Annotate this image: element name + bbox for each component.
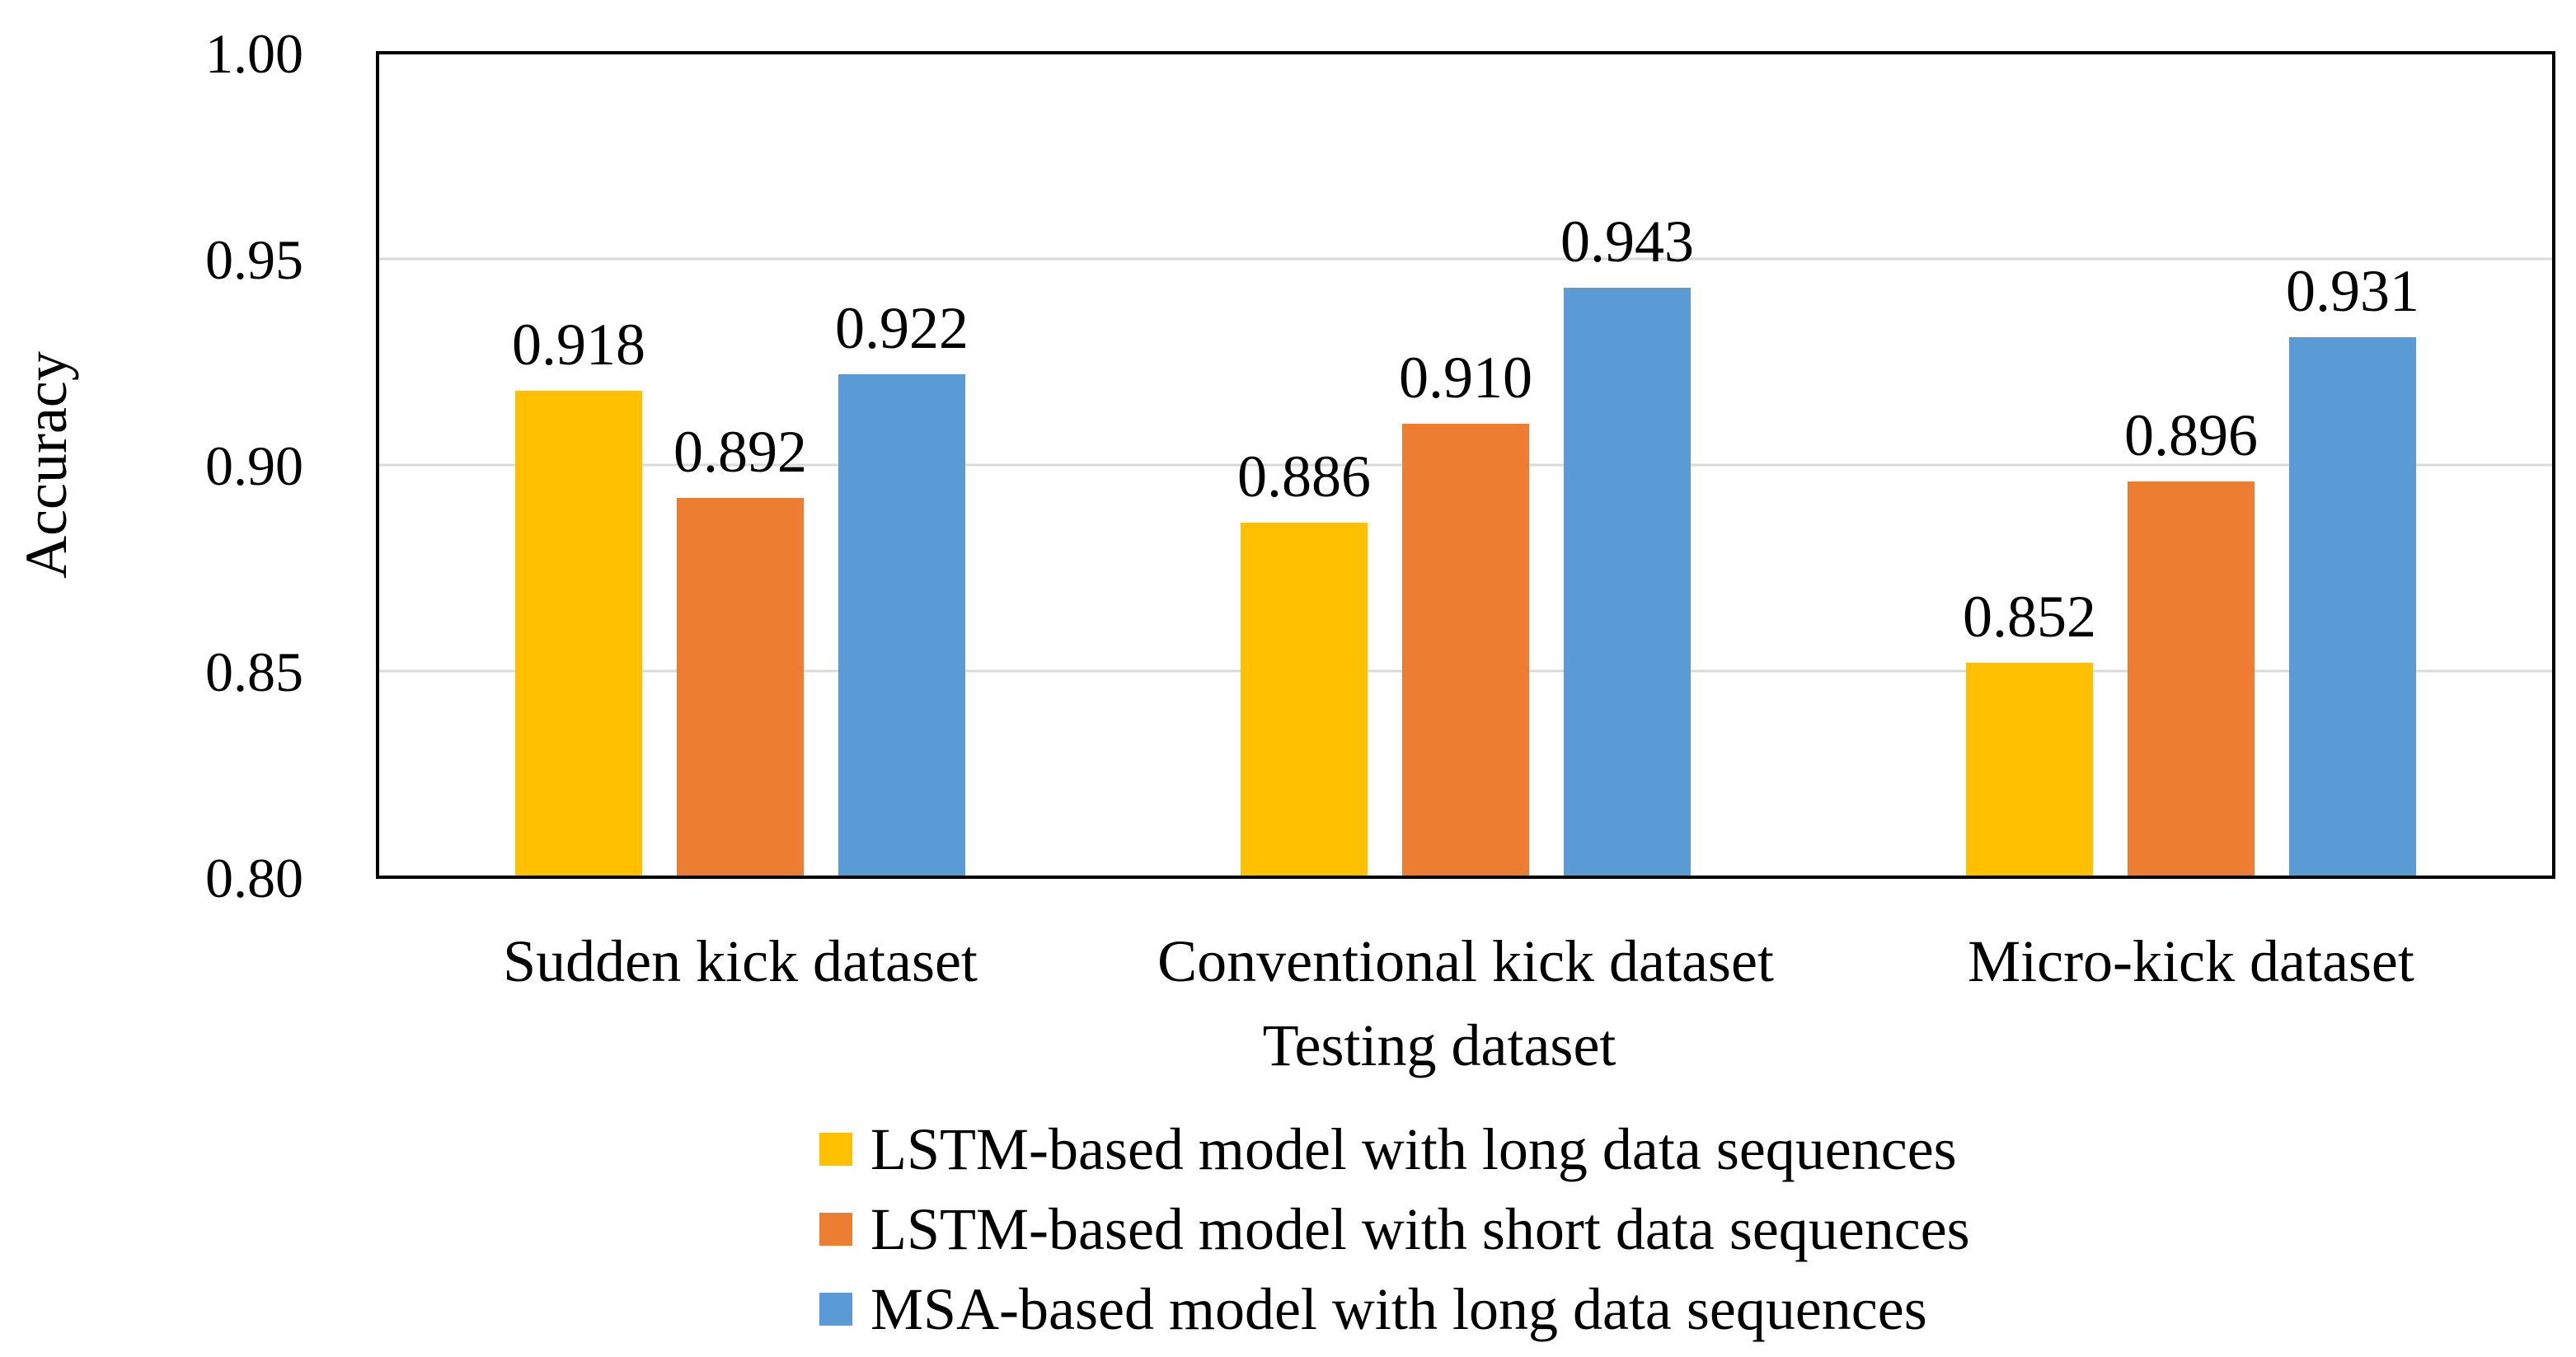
- bar: [677, 498, 804, 877]
- category-label: Conventional kick dataset: [1157, 928, 1774, 994]
- bar: [838, 374, 965, 877]
- bar: [1966, 663, 2093, 877]
- data-label: 0.910: [1399, 345, 1532, 411]
- category-label: Sudden kick dataset: [503, 928, 978, 994]
- y-tick-label: 0.85: [205, 641, 303, 703]
- data-labels: 0.918 0.892 0.922 0.886 0.910 0.943 0.852 0.896…: [512, 209, 2419, 650]
- bar: [2128, 481, 2255, 877]
- y-tick-label: 0.90: [205, 434, 303, 497]
- data-label: 0.943: [1560, 209, 1694, 275]
- bar: [515, 391, 642, 877]
- data-label: 0.931: [2286, 258, 2419, 324]
- y-tick-label: 0.95: [205, 228, 303, 291]
- bar: [2289, 337, 2416, 877]
- y-axis-ticks: 0.80 0.85 0.90 0.95 1.00: [205, 22, 303, 909]
- y-axis-title: Accuracy: [13, 351, 79, 579]
- data-label: 0.852: [1963, 584, 2096, 650]
- y-tick-label: 0.80: [205, 847, 303, 909]
- data-label: 0.896: [2124, 402, 2258, 468]
- legend-label: LSTM-based model with short data sequenc…: [870, 1196, 1970, 1262]
- category-label: Micro-kick dataset: [1968, 928, 2414, 994]
- data-label: 0.918: [512, 312, 645, 378]
- legend-label: MSA-based model with long data sequences: [870, 1276, 1927, 1342]
- legend-swatch: [819, 1293, 852, 1326]
- x-axis-categories: Sudden kick dataset Conventional kick dat…: [503, 928, 2414, 994]
- legend: LSTM-based model with long data sequence…: [819, 1116, 1970, 1342]
- data-label: 0.892: [673, 419, 807, 485]
- legend-swatch: [819, 1213, 852, 1246]
- bar: [1241, 523, 1368, 877]
- plot-frame: [376, 51, 2555, 879]
- legend-label: LSTM-based model with long data sequence…: [870, 1116, 1957, 1182]
- data-label: 0.922: [835, 295, 969, 361]
- bars: [515, 288, 2416, 877]
- y-tick-label: 1.00: [205, 22, 303, 85]
- x-axis-title: Testing dataset: [1263, 1012, 1616, 1078]
- bar: [1402, 424, 1529, 877]
- bar: [1564, 288, 1691, 877]
- data-label: 0.886: [1237, 444, 1371, 509]
- plot-area-border: [376, 51, 2555, 879]
- legend-swatch: [819, 1133, 852, 1166]
